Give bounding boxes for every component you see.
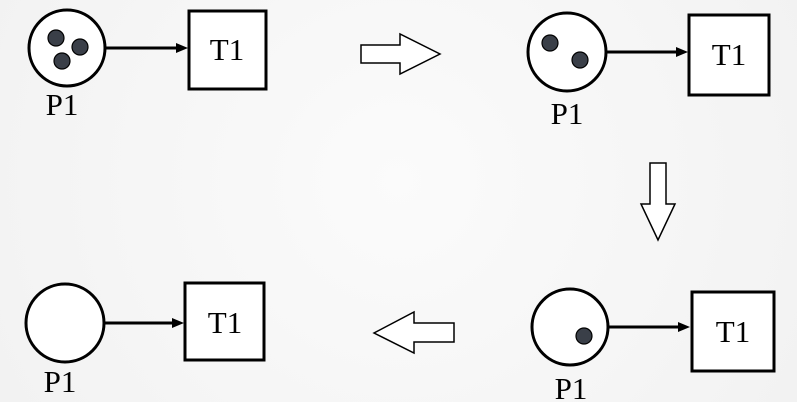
token xyxy=(571,51,589,69)
state-4: T1 P1 xyxy=(24,281,266,399)
transition-label: T1 xyxy=(712,37,746,72)
token xyxy=(575,327,593,345)
transition-label: T1 xyxy=(208,305,242,340)
place-label: P1 xyxy=(44,364,77,399)
place-label: P1 xyxy=(555,371,588,402)
state-3: T1 P1 xyxy=(530,287,776,402)
token xyxy=(47,29,65,47)
token xyxy=(71,38,89,56)
transition-box xyxy=(183,281,266,362)
transition-box xyxy=(690,290,776,373)
place-circle xyxy=(530,287,610,367)
token xyxy=(541,34,559,52)
transition-box xyxy=(687,13,771,97)
tokens xyxy=(575,327,593,345)
tokens xyxy=(47,29,89,70)
step-arrow-left xyxy=(372,310,455,355)
arc-arrowhead xyxy=(172,318,184,328)
state-2: T1 P1 xyxy=(526,11,771,131)
step-arrow-down xyxy=(639,162,677,242)
step-arrow-right xyxy=(360,32,442,76)
place-circle xyxy=(27,8,107,88)
place-label: P1 xyxy=(46,87,79,122)
arc-arrowhead xyxy=(176,43,188,53)
transition-label: T1 xyxy=(210,32,244,67)
state-1: T1 P1 xyxy=(27,8,268,122)
arc-arrowhead xyxy=(678,322,690,332)
arc-arrowhead xyxy=(676,47,688,57)
tokens xyxy=(541,34,589,69)
place-circle xyxy=(24,282,106,364)
transition-label: T1 xyxy=(716,314,750,349)
place-label: P1 xyxy=(551,96,584,131)
transition-box xyxy=(187,9,268,91)
token xyxy=(53,52,71,70)
place-circle xyxy=(526,11,608,93)
